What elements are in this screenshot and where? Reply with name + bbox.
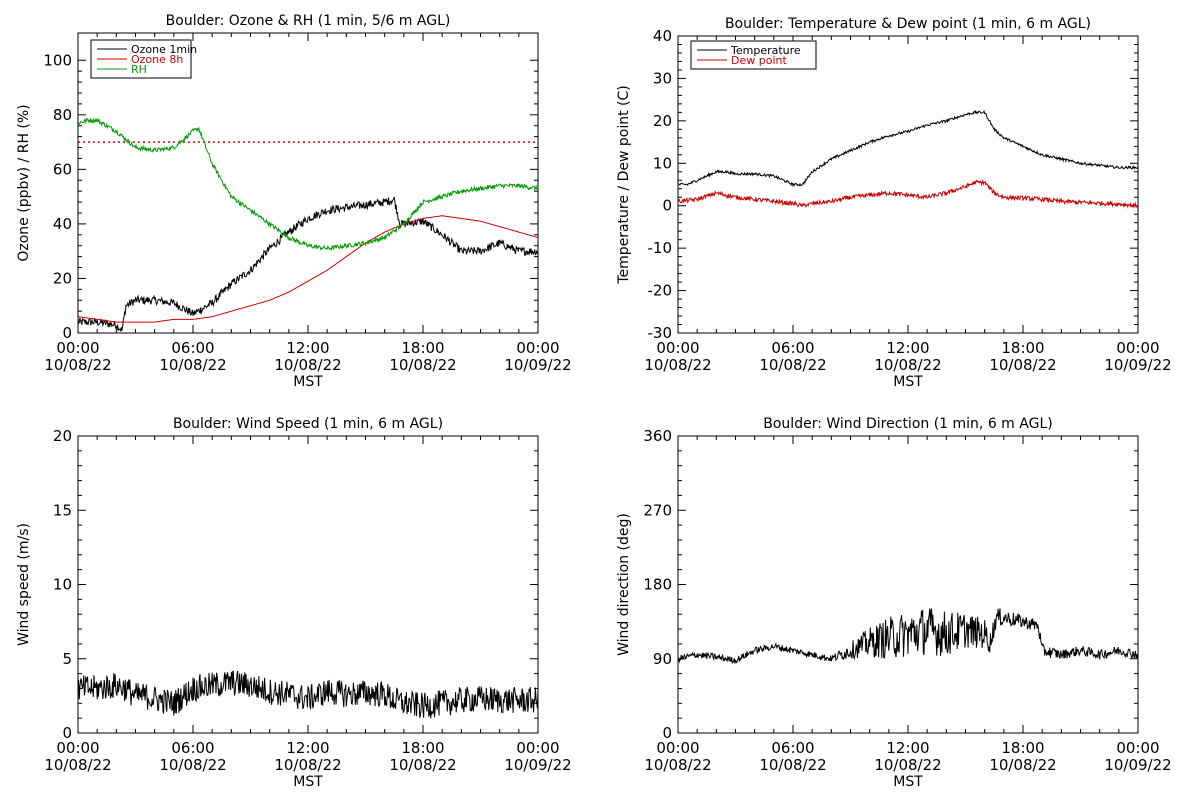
x-tick-date: 10/08/22 xyxy=(989,756,1056,774)
x-tick-date: 10/08/22 xyxy=(759,756,826,774)
x-tick-date: 10/08/22 xyxy=(274,356,341,374)
y-tick-label: 30 xyxy=(653,69,672,87)
legend-box xyxy=(690,40,817,70)
x-tick-time: 12:00 xyxy=(886,739,929,757)
y-tick-label: 0 xyxy=(62,324,72,342)
y-tick-label: 180 xyxy=(643,576,672,594)
x-tick-time: 18:00 xyxy=(401,739,444,757)
x-axis-label: MST xyxy=(293,774,323,790)
legend-entry: Ozone 8h xyxy=(131,53,183,66)
y-tick-label: 20 xyxy=(53,269,72,287)
chart-title: Boulder: Wind Direction (1 min, 6 m AGL) xyxy=(763,416,1052,432)
series-line-data xyxy=(78,670,538,719)
x-tick-date: 10/08/22 xyxy=(44,756,111,774)
legend-entry: Temperature xyxy=(730,44,801,57)
series-line-ozone-8h xyxy=(78,215,538,323)
x-tick-time: 12:00 xyxy=(286,339,329,357)
x-tick-time: 00:00 xyxy=(656,339,699,357)
x-tick-time: 06:00 xyxy=(771,739,814,757)
x-tick-date: 10/08/22 xyxy=(874,756,941,774)
x-tick-time: 00:00 xyxy=(1116,739,1159,757)
y-tick-label: 0 xyxy=(62,724,72,742)
x-tick-time: 06:00 xyxy=(771,339,814,357)
y-tick-label: 60 xyxy=(53,160,72,178)
legend-entry: Ozone 1min xyxy=(131,43,197,56)
y-tick-label: 360 xyxy=(643,427,672,445)
series-line-ozone-1min xyxy=(78,196,538,332)
x-tick-date: 10/08/22 xyxy=(274,756,341,774)
series-line-data xyxy=(678,608,1138,664)
x-tick-date: 10/08/22 xyxy=(159,756,226,774)
x-tick-date: 10/09/22 xyxy=(504,756,571,774)
y-tick-label: 270 xyxy=(643,501,672,519)
y-tick-label: 20 xyxy=(653,112,672,130)
y-tick-label: 90 xyxy=(653,650,672,668)
x-tick-date: 10/09/22 xyxy=(504,356,571,374)
series-line-rh xyxy=(78,117,538,251)
x-tick-date: 10/08/22 xyxy=(644,756,711,774)
y-axis-label: Ozone (ppbv) / RH (%) xyxy=(16,104,32,261)
x-tick-time: 00:00 xyxy=(516,339,559,357)
y-tick-label: -10 xyxy=(648,239,673,257)
series-line-dew-point xyxy=(678,178,1138,209)
x-tick-date: 10/08/22 xyxy=(989,356,1056,374)
x-tick-date: 10/08/22 xyxy=(159,356,226,374)
legend-entry: Dew point xyxy=(731,54,787,67)
x-tick-time: 00:00 xyxy=(56,739,99,757)
x-tick-time: 18:00 xyxy=(1001,339,1044,357)
y-tick-label: 5 xyxy=(62,650,72,668)
x-tick-time: 18:00 xyxy=(1001,739,1044,757)
y-tick-label: -30 xyxy=(648,324,673,342)
y-tick-label: 20 xyxy=(53,427,72,445)
x-axis-label: MST xyxy=(293,374,323,390)
legend-entry: RH xyxy=(131,63,147,76)
x-tick-date: 10/08/22 xyxy=(759,356,826,374)
chart-title: Boulder: Temperature & Dew point (1 min,… xyxy=(725,16,1091,32)
y-tick-label: 0 xyxy=(662,724,672,742)
chart-title: Boulder: Wind Speed (1 min, 6 m AGL) xyxy=(173,416,443,432)
x-tick-time: 00:00 xyxy=(516,739,559,757)
chart-panel-2: Boulder: Temperature & Dew point (1 min,… xyxy=(616,16,1172,390)
y-tick-label: 15 xyxy=(53,501,72,519)
x-tick-time: 12:00 xyxy=(886,339,929,357)
x-tick-time: 18:00 xyxy=(401,339,444,357)
y-tick-label: 40 xyxy=(53,215,72,233)
y-tick-label: 0 xyxy=(662,197,672,215)
y-tick-label: 80 xyxy=(53,106,72,124)
x-tick-date: 10/08/22 xyxy=(389,356,456,374)
x-tick-time: 00:00 xyxy=(56,339,99,357)
plot-frame xyxy=(677,435,1139,734)
y-tick-label: 100 xyxy=(43,51,72,69)
x-tick-time: 12:00 xyxy=(286,739,329,757)
x-tick-time: 06:00 xyxy=(171,339,214,357)
x-tick-date: 10/09/22 xyxy=(1104,756,1171,774)
y-tick-label: -20 xyxy=(648,282,673,300)
chart-panel-1: Boulder: Ozone & RH (1 min, 5/6 m AGL) 0 2… xyxy=(16,13,572,390)
plot-frame xyxy=(677,35,1139,334)
series-line-temperature xyxy=(678,109,1138,188)
x-tick-date: 10/09/22 xyxy=(1104,356,1171,374)
x-axis-label: MST xyxy=(893,374,923,390)
x-axis-label: MST xyxy=(893,774,923,790)
y-axis-label: Wind speed (m/s) xyxy=(16,523,32,646)
x-tick-date: 10/08/22 xyxy=(644,356,711,374)
y-tick-label: 40 xyxy=(653,27,672,45)
chart-panel-3: Boulder: Wind Speed (1 min, 6 m AGL) 0 5 10… xyxy=(16,416,572,790)
y-axis-label: Wind direction (deg) xyxy=(616,513,632,656)
chart-title: Boulder: Ozone & RH (1 min, 5/6 m AGL) xyxy=(166,13,451,29)
y-axis-label: Temperature / Dew point (C) xyxy=(616,85,632,284)
x-tick-date: 10/08/22 xyxy=(874,356,941,374)
y-tick-label: 10 xyxy=(53,576,72,594)
chart-panel-4: Boulder: Wind Direction (1 min, 6 m AGL)… xyxy=(616,416,1172,790)
x-tick-time: 06:00 xyxy=(171,739,214,757)
y-tick-label: 10 xyxy=(653,154,672,172)
x-tick-time: 00:00 xyxy=(656,739,699,757)
x-tick-time: 00:00 xyxy=(1116,339,1159,357)
x-tick-date: 10/08/22 xyxy=(44,356,111,374)
x-tick-date: 10/08/22 xyxy=(389,756,456,774)
